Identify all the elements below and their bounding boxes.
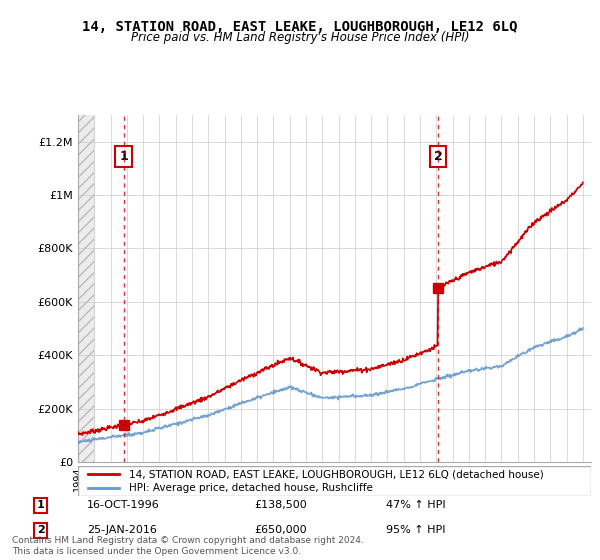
- Text: £650,000: £650,000: [254, 525, 307, 535]
- Text: 16-OCT-1996: 16-OCT-1996: [87, 501, 160, 511]
- Text: £138,500: £138,500: [254, 501, 307, 511]
- Text: HPI: Average price, detached house, Rushcliffe: HPI: Average price, detached house, Rush…: [130, 483, 373, 493]
- Bar: [78, 115, 94, 462]
- Text: 1: 1: [37, 501, 44, 511]
- Text: 2: 2: [434, 150, 442, 163]
- Text: 1: 1: [119, 150, 128, 163]
- Text: Contains HM Land Registry data © Crown copyright and database right 2024.
This d: Contains HM Land Registry data © Crown c…: [12, 536, 364, 556]
- Text: Price paid vs. HM Land Registry's House Price Index (HPI): Price paid vs. HM Land Registry's House …: [131, 31, 469, 44]
- Text: 14, STATION ROAD, EAST LEAKE, LOUGHBOROUGH, LE12 6LQ (detached house): 14, STATION ROAD, EAST LEAKE, LOUGHBOROU…: [130, 469, 544, 479]
- FancyBboxPatch shape: [78, 466, 591, 496]
- Bar: [78, 115, 94, 462]
- Text: 95% ↑ HPI: 95% ↑ HPI: [386, 525, 446, 535]
- Text: 14, STATION ROAD, EAST LEAKE, LOUGHBOROUGH, LE12 6LQ: 14, STATION ROAD, EAST LEAKE, LOUGHBOROU…: [82, 20, 518, 34]
- Text: 47% ↑ HPI: 47% ↑ HPI: [386, 501, 446, 511]
- Text: 25-JAN-2016: 25-JAN-2016: [87, 525, 157, 535]
- Text: 2: 2: [37, 525, 44, 535]
